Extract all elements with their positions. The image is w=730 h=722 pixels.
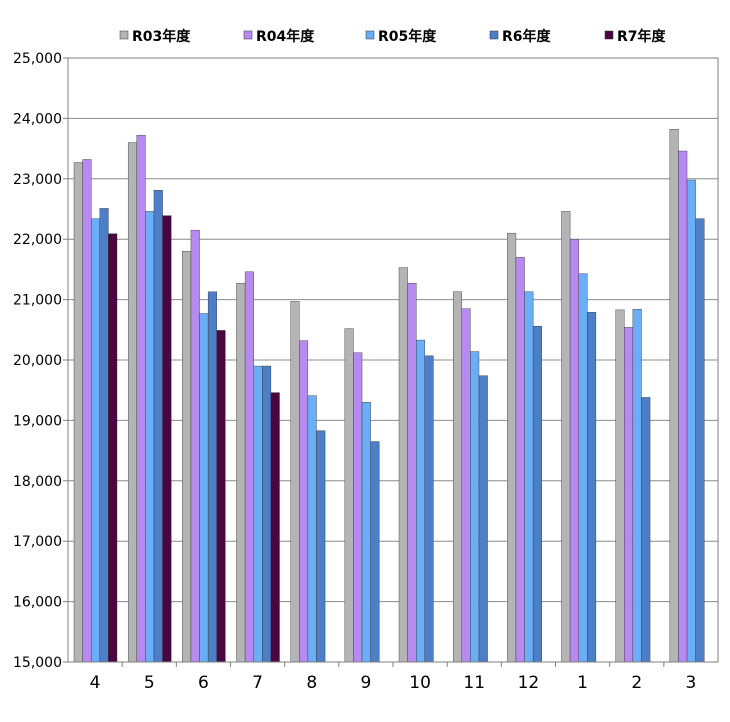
- bar: [73, 162, 83, 663]
- bar: [207, 291, 217, 663]
- legend-swatch: [604, 30, 614, 40]
- legend-swatch: [119, 30, 129, 40]
- bar: [478, 375, 488, 663]
- bar: [99, 208, 109, 663]
- bar: [470, 351, 480, 663]
- legend-label: R04年度: [256, 28, 315, 45]
- bar: [145, 211, 155, 663]
- bar: [641, 397, 651, 663]
- bar: [108, 233, 118, 663]
- bar: [90, 218, 100, 663]
- y-tick-label: 20,000: [13, 353, 62, 369]
- bar: [316, 430, 326, 663]
- bar: [695, 218, 705, 663]
- legend-label: R6年度: [502, 28, 552, 45]
- x-tick-label: 3: [686, 673, 697, 693]
- bar: [182, 251, 192, 663]
- y-tick-label: 16,000: [13, 595, 62, 611]
- bar: [669, 129, 679, 663]
- bar: [524, 291, 534, 663]
- bar: [162, 215, 172, 663]
- bars: [73, 129, 705, 663]
- legend-swatch: [365, 30, 375, 40]
- bar: [615, 309, 625, 663]
- bar: [307, 395, 317, 663]
- x-tick-label: 4: [90, 673, 101, 693]
- bar: [236, 283, 246, 663]
- y-tick-label: 17,000: [13, 534, 62, 550]
- bar: [127, 142, 137, 663]
- bar: [253, 365, 263, 663]
- bar: [199, 313, 209, 663]
- bar: [344, 328, 354, 663]
- x-tick-label: 12: [518, 673, 540, 693]
- bar: [686, 179, 696, 663]
- bar: [507, 232, 517, 663]
- x-tick-label: 5: [144, 673, 155, 693]
- bar: [136, 135, 146, 663]
- y-tick-label: 21,000: [13, 293, 62, 309]
- x-tick-label: 11: [463, 673, 485, 693]
- y-tick-label: 25,000: [13, 51, 62, 67]
- bar: [578, 273, 588, 663]
- plot-frame: [67, 57, 719, 663]
- bar: [361, 402, 371, 663]
- bar: [244, 271, 254, 663]
- bar: [190, 229, 200, 663]
- bar: [216, 330, 226, 663]
- bar: [678, 150, 688, 663]
- legend: R03年度 R04年度 R05年度 R6年度 R7年度: [119, 28, 667, 45]
- bar: [452, 291, 462, 663]
- legend-label: R05年度: [378, 28, 437, 45]
- bar: [407, 283, 417, 663]
- y-tick-label: 15,000: [13, 655, 62, 671]
- x-tick-label: 9: [361, 673, 372, 693]
- y-axis-ticks: 15,000 16,000 17,000 18,000 19,000 20,000 21,0…: [13, 51, 68, 671]
- legend-label: R7年度: [617, 28, 667, 45]
- bar: [461, 308, 471, 663]
- x-tick-label: 1: [577, 673, 588, 693]
- y-tick-label: 23,000: [13, 172, 62, 188]
- x-tick-label: 7: [252, 673, 263, 693]
- x-axis-ticks: 4 5 6 7 8 9 10 11 12 1 2 3: [90, 662, 697, 693]
- x-tick-label: 2: [631, 673, 642, 693]
- bar: [370, 441, 380, 663]
- bar: [416, 339, 426, 663]
- legend-label: R03年度: [132, 28, 191, 45]
- legend-swatch: [243, 30, 253, 40]
- bar: [569, 238, 579, 663]
- y-tick-label: 19,000: [13, 413, 62, 429]
- y-tick-label: 24,000: [13, 111, 62, 127]
- y-tick-label: 22,000: [13, 232, 62, 248]
- bar: [515, 257, 525, 663]
- bar: [299, 340, 309, 663]
- x-tick-label: 8: [306, 673, 317, 693]
- bar: [262, 365, 272, 663]
- y-tick-label: 18,000: [13, 474, 62, 490]
- bar: [561, 211, 571, 663]
- bar: [532, 325, 542, 663]
- bar: [290, 301, 300, 663]
- bar: [353, 352, 363, 663]
- bar: [424, 355, 434, 663]
- bar: [624, 327, 634, 663]
- legend-swatch: [489, 30, 499, 40]
- bar: [82, 159, 92, 663]
- bar: [398, 267, 408, 663]
- bar: [153, 190, 163, 663]
- x-tick-label: 6: [198, 673, 209, 693]
- bar: [632, 309, 642, 663]
- x-tick-label: 10: [409, 673, 431, 693]
- bar: [270, 392, 280, 663]
- bar: [587, 312, 597, 663]
